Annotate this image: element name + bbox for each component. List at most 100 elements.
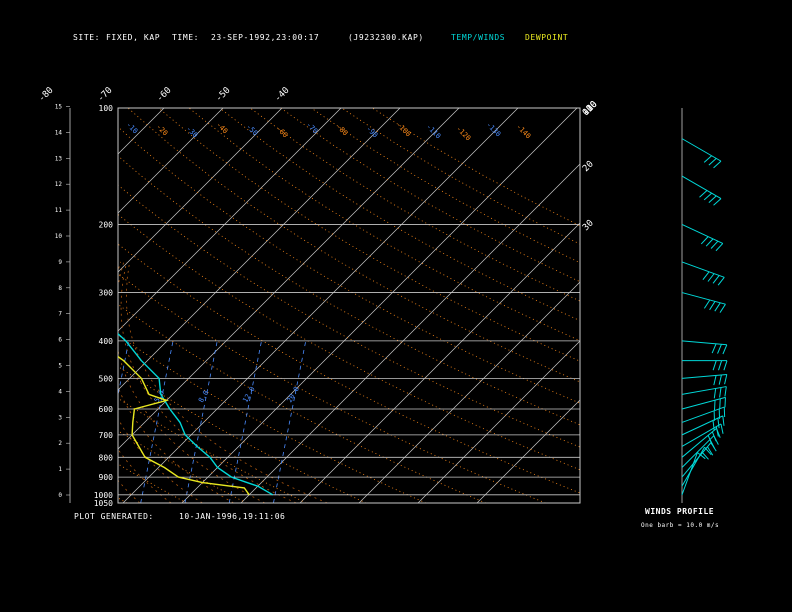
isotherm-line	[118, 108, 165, 155]
wind-barb-flag	[719, 303, 726, 313]
file-name: (J9232300.KAP)	[348, 33, 424, 42]
mixing-ratio-line	[273, 340, 307, 503]
adiabat-label: -110	[425, 123, 443, 141]
dewpoint-line	[118, 355, 250, 496]
adiabat-label: -130	[485, 121, 503, 139]
mixing-ratio-line	[228, 340, 262, 503]
isotherm-line	[0, 108, 105, 503]
time-value: 23-SEP-1992,23:00:17	[211, 33, 320, 42]
plot-generated-value: 10-JAN-1996,19:11:06	[179, 512, 286, 521]
adiabat-label: -140	[515, 123, 533, 141]
isotherm-line	[299, 222, 580, 503]
wind-barb-flag	[724, 397, 726, 408]
isotherm-label: 0	[581, 107, 592, 118]
height-label: 5	[58, 363, 62, 370]
height-label: 13	[55, 155, 63, 162]
pressure-label: 400	[99, 337, 114, 346]
isotherm-line	[122, 108, 519, 503]
wind-barb-flag	[707, 273, 715, 282]
wind-barb-flag	[724, 386, 727, 397]
mixing-ratio-label: 12.0	[241, 385, 256, 404]
wind-barb-shaft	[681, 423, 722, 447]
site-value: FIXED, KAP	[106, 33, 161, 42]
moist-adiabat-line	[125, 261, 328, 503]
wind-barb-flag	[717, 418, 720, 429]
height-label: 11	[55, 207, 63, 214]
isotherm-line	[118, 108, 342, 332]
plot-generated-label: PLOT GENERATED:	[74, 512, 154, 521]
dry-adiabat-line	[118, 126, 580, 404]
adiabat-label: -70	[305, 121, 320, 136]
dry-adiabat-line	[118, 334, 427, 503]
isotherm-line	[118, 108, 401, 391]
isotherm-label: -70	[96, 86, 115, 105]
dewpoint-legend: DEWPOINT	[525, 33, 569, 42]
dry-adiabat-line	[118, 365, 367, 503]
wind-barb-shaft	[681, 442, 712, 478]
winds-profile-title: WINDS PROFILE	[645, 507, 715, 516]
dry-adiabat-line	[118, 463, 187, 503]
wind-barb-shaft	[681, 373, 727, 379]
height-label: 0	[58, 492, 62, 499]
wind-barb-flag	[718, 374, 722, 385]
wind-barb-shaft	[681, 386, 727, 395]
wind-barb-shaft	[681, 435, 715, 468]
adiabat-label: -120	[455, 125, 473, 143]
site-label: SITE:	[73, 33, 101, 42]
pressure-label: 100	[99, 104, 114, 113]
adiabat-label: -20	[155, 123, 170, 138]
wind-barb-flag	[722, 415, 725, 426]
wind-barb-flag	[697, 452, 706, 460]
wind-barb-flag	[713, 198, 722, 206]
dry-adiabat-line	[118, 273, 546, 503]
height-label: 10	[55, 233, 63, 240]
isotherm-label: -60	[155, 86, 174, 105]
wind-barb-flag	[708, 195, 717, 203]
wind-barb-flag	[711, 343, 717, 354]
wind-barb-flag	[711, 431, 717, 442]
dry-adiabat-line	[188, 108, 580, 342]
wind-barb-flag	[708, 158, 717, 166]
temp-legend: TEMP/WINDS	[451, 33, 506, 42]
dry-adiabat-line	[0, 108, 67, 503]
dry-adiabat-line	[0, 108, 7, 503]
pressure-label: 500	[99, 374, 114, 383]
wind-barb-shaft	[681, 138, 722, 162]
pressure-label: 200	[99, 220, 114, 229]
adiabat-label: -80	[335, 123, 350, 138]
dry-adiabat-line	[158, 108, 580, 362]
adiabat-label: -40	[215, 121, 230, 136]
wind-barb-flag	[713, 388, 717, 399]
wind-barb-flag	[707, 446, 714, 456]
dry-adiabat-line	[127, 108, 580, 383]
wind-barb-flag	[710, 240, 719, 249]
moist-adiabat-line	[118, 261, 234, 503]
dry-adiabat-line	[249, 108, 580, 302]
dry-adiabat-line	[118, 497, 127, 503]
dry-adiabat-line	[118, 397, 307, 503]
wind-barb-flag	[722, 344, 728, 355]
height-label: 4	[58, 388, 62, 395]
wind-barb-flag	[699, 190, 708, 198]
wind-barb-flag	[700, 236, 709, 245]
wind-barb-flag	[707, 435, 713, 445]
mixing-ratio-label: 8.0	[197, 389, 210, 404]
wind-barb-shaft	[681, 340, 727, 346]
wind-barb-shaft	[681, 261, 725, 278]
pressure-label: 1050	[94, 499, 113, 508]
dry-adiabat-line	[310, 108, 580, 264]
isotherm-label: 30	[581, 218, 596, 233]
mixing-ratio-line	[184, 340, 218, 503]
wind-barb-shaft	[681, 415, 723, 436]
adiabat-label: -60	[275, 125, 290, 140]
pressure-label: 700	[99, 431, 114, 440]
pressure-label: 300	[99, 289, 114, 298]
mixing-ratio-label: 20.0	[286, 385, 301, 404]
mixing-ratio-line	[140, 340, 174, 503]
plot-frame	[117, 107, 581, 504]
wind-barb-flag	[718, 360, 723, 371]
wind-barb-flag	[705, 238, 714, 247]
isotherm-label: -80	[37, 86, 56, 105]
wind-barb-flag	[717, 277, 725, 286]
pressure-label: 900	[99, 473, 114, 482]
